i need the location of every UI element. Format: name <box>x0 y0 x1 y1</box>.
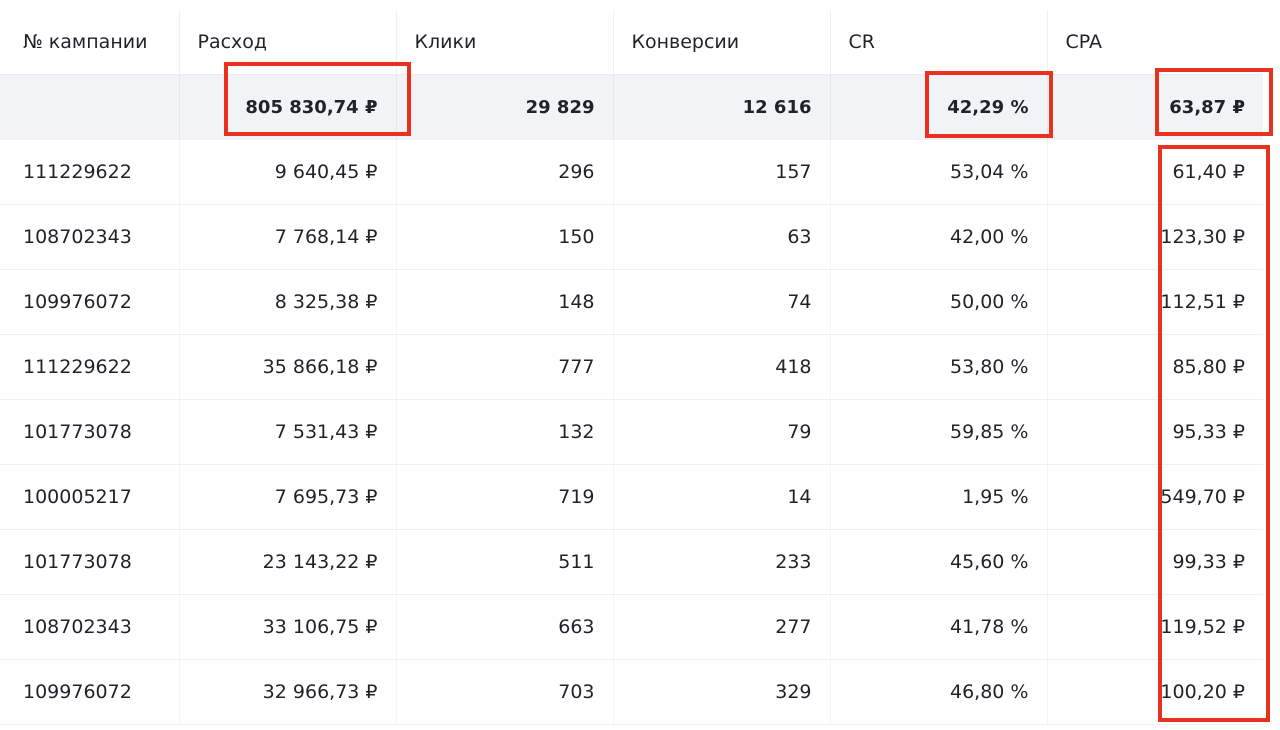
cell-rashod: 7 695,73 ₽ <box>179 464 397 530</box>
cell-rashod: 33 106,75 ₽ <box>179 594 397 660</box>
cell-cr: 53,80 % <box>830 334 1048 400</box>
cell-cr: 46,80 % <box>830 659 1048 725</box>
cell-campaign-id: 101773078 <box>0 399 180 465</box>
cell-conversions: 74 <box>613 269 831 335</box>
cell-campaign-id: 109976072 <box>0 659 180 725</box>
cell-campaign-id: 108702343 <box>0 204 180 270</box>
column-header-cpa[interactable]: CPA <box>1047 10 1263 75</box>
table-row[interactable]: 100005217 7 695,73 ₽719 14 1,95 % 549,70 ₽ <box>0 464 1263 530</box>
cell-clicks: 719 <box>396 464 614 530</box>
cell-cpa: 99,33 ₽ <box>1047 529 1263 595</box>
cell-rashod: 7 768,14 ₽ <box>179 204 397 270</box>
cell-campaign-id: 100005217 <box>0 464 180 530</box>
table-row[interactable]: 108702343 7 768,14 ₽150 63 42,00 % 123,30 ₽ <box>0 204 1263 270</box>
total-cell-conversions: 12 616 <box>613 74 831 140</box>
cell-conversions: 277 <box>613 594 831 660</box>
cell-rashod: 7 531,43 ₽ <box>179 399 397 465</box>
header-row: № кампании Расход Клики Конверсии CR CPA <box>0 10 1263 75</box>
column-header-cr[interactable]: CR <box>830 10 1048 75</box>
cell-cr: 59,85 % <box>830 399 1048 465</box>
cell-clicks: 703 <box>396 659 614 725</box>
cell-conversions: 14 <box>613 464 831 530</box>
cell-rashod: 9 640,45 ₽ <box>179 140 397 205</box>
cell-rashod: 23 143,22 ₽ <box>179 529 397 595</box>
cell-cpa: 119,52 ₽ <box>1047 594 1263 660</box>
column-header-conversions[interactable]: Конверсии <box>613 10 831 75</box>
total-cell-rashod: 805 830,74 ₽ <box>179 74 397 140</box>
cell-clicks: 511 <box>396 529 614 595</box>
cell-clicks: 148 <box>396 269 614 335</box>
cell-campaign-id: 101773078 <box>0 529 180 595</box>
table-row[interactable]: 101773078 23 143,22 ₽511 233 45,60 % 99,33 ₽ <box>0 529 1263 595</box>
cell-cpa: 549,70 ₽ <box>1047 464 1263 530</box>
cell-cr: 50,00 % <box>830 269 1048 335</box>
cell-clicks: 132 <box>396 399 614 465</box>
cell-cpa: 85,80 ₽ <box>1047 334 1263 400</box>
cell-campaign-id: 109976072 <box>0 269 180 335</box>
campaign-stats-table: № кампании Расход Клики Конверсии CR CPA… <box>0 10 1263 725</box>
cell-conversions: 233 <box>613 529 831 595</box>
total-cell-clicks: 29 829 <box>396 74 614 140</box>
cell-conversions: 418 <box>613 334 831 400</box>
column-header-campaign-id[interactable]: № кампании <box>0 10 180 75</box>
column-header-clicks[interactable]: Клики <box>396 10 614 75</box>
total-cell-cr: 42,29 % <box>830 74 1048 140</box>
cell-clicks: 663 <box>396 594 614 660</box>
cell-cr: 42,00 % <box>830 204 1048 270</box>
cell-clicks: 777 <box>396 334 614 400</box>
cell-campaign-id: 108702343 <box>0 594 180 660</box>
table-row[interactable]: 109976072 32 966,73 ₽703 329 46,80 % 100,20 … <box>0 659 1263 725</box>
cell-campaign-id: 111229622 <box>0 140 180 205</box>
column-header-rashod[interactable]: Расход <box>179 10 397 75</box>
cell-conversions: 79 <box>613 399 831 465</box>
cell-rashod: 8 325,38 ₽ <box>179 269 397 335</box>
table-row[interactable]: 108702343 33 106,75 ₽663 277 41,78 % 119,52 … <box>0 594 1263 660</box>
cell-cpa: 123,30 ₽ <box>1047 204 1263 270</box>
cell-conversions: 157 <box>613 140 831 205</box>
cell-clicks: 150 <box>396 204 614 270</box>
table-row[interactable]: 109976072 8 325,38 ₽148 74 50,00 % 112,51 ₽ <box>0 269 1263 335</box>
cell-cr: 45,60 % <box>830 529 1048 595</box>
table-body: 111229622 9 640,45 ₽296 157 53,04 % 61,40 ₽1… <box>0 140 1263 725</box>
cell-cr: 53,04 % <box>830 140 1048 205</box>
table-row[interactable]: 101773078 7 531,43 ₽132 79 59,85 % 95,33 ₽ <box>0 399 1263 465</box>
total-cell-cpa: 63,87 ₽ <box>1047 74 1263 140</box>
total-row: 805 830,74 ₽ 29 829 12 616 42,29 % 63,87… <box>0 74 1263 140</box>
cell-cpa: 100,20 ₽ <box>1047 659 1263 725</box>
table-row[interactable]: 111229622 35 866,18 ₽777 418 53,80 % 85,80 ₽ <box>0 334 1263 400</box>
cell-conversions: 329 <box>613 659 831 725</box>
cell-cpa: 95,33 ₽ <box>1047 399 1263 465</box>
cell-rashod: 32 966,73 ₽ <box>179 659 397 725</box>
cell-cr: 41,78 % <box>830 594 1048 660</box>
cell-cr: 1,95 % <box>830 464 1048 530</box>
cell-cpa: 61,40 ₽ <box>1047 140 1263 205</box>
cell-campaign-id: 111229622 <box>0 334 180 400</box>
table-row[interactable]: 111229622 9 640,45 ₽296 157 53,04 % 61,40 ₽ <box>0 140 1263 205</box>
cell-cpa: 112,51 ₽ <box>1047 269 1263 335</box>
cell-conversions: 63 <box>613 204 831 270</box>
cell-clicks: 296 <box>396 140 614 205</box>
total-cell-campaign-id <box>0 74 180 140</box>
cell-rashod: 35 866,18 ₽ <box>179 334 397 400</box>
